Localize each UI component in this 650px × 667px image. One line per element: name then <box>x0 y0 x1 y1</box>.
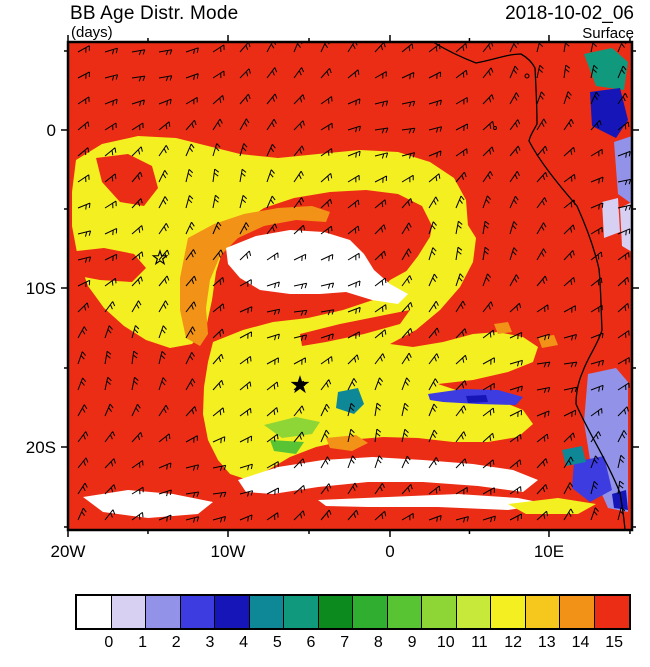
colorbar-label: 1 <box>138 634 147 651</box>
markers-layer <box>151 249 310 394</box>
colorbar-cell <box>318 596 353 628</box>
x-tick-label: 10E <box>534 542 564 561</box>
colorbar-cell <box>215 596 250 628</box>
colorbar-label: 8 <box>373 634 383 651</box>
map-plot: 20W 10W 0 10E 0 10S 20S <box>26 35 639 561</box>
regions-layer <box>68 48 632 518</box>
colorbar-cells <box>75 594 631 630</box>
plot-frame <box>66 40 634 532</box>
colorbar-cell <box>456 596 491 628</box>
colorbar-cell <box>284 596 319 628</box>
colorbar-label: 2 <box>171 634 181 651</box>
datetime-label: 2018-10-02_06 <box>505 3 634 24</box>
colorbar-cell <box>353 596 388 628</box>
colorbar-label: 15 <box>605 634 624 651</box>
colorbar-cell <box>525 596 560 628</box>
units-label: (days) <box>71 24 113 41</box>
colorbar-cell <box>77 596 112 628</box>
map-layers <box>68 42 632 530</box>
colorbar-label: 3 <box>205 634 215 651</box>
y-tick-label: 20S <box>26 438 56 457</box>
colorbar-label: 4 <box>239 634 249 651</box>
colorbar-label: 14 <box>571 634 590 651</box>
colorbar-cell <box>560 596 595 628</box>
colorbar-label: 0 <box>104 634 114 651</box>
colorbar-cell <box>146 596 181 628</box>
colorbar-cell <box>491 596 526 628</box>
page-title: BB Age Distr. Mode <box>70 3 239 24</box>
colorbar-label: 9 <box>407 634 417 651</box>
colorbar-cell <box>594 596 629 628</box>
level-label: Surface <box>582 25 634 42</box>
colorbar-labels: 0 1 2 3 4 5 6 7 8 9 10 11 12 13 14 15 <box>92 634 631 652</box>
y-tick-label: 0 <box>47 121 56 140</box>
colorbar-label: 7 <box>340 634 350 651</box>
colorbar-cell <box>422 596 457 628</box>
axis-ticks <box>61 35 639 537</box>
colorbar-label: 5 <box>272 634 282 651</box>
colorbar-label: 10 <box>436 634 455 651</box>
x-tick-label: 0 <box>385 542 394 561</box>
colorbar: 0 1 2 3 4 5 6 7 8 9 10 11 12 13 14 15 <box>75 594 631 652</box>
x-tick-label: 20W <box>51 542 86 561</box>
filled-star-marker <box>290 375 310 394</box>
colorbar-cell <box>249 596 284 628</box>
axis-labels: 20W 10W 0 10E 0 10S 20S <box>26 121 564 561</box>
y-tick-label: 10S <box>26 279 56 298</box>
colorbar-label: 13 <box>537 634 556 651</box>
colorbar-label: 12 <box>504 634 522 651</box>
coastline <box>432 42 626 530</box>
wind-barbs-layer <box>77 42 632 523</box>
colorbar-label: 11 <box>471 634 488 651</box>
open-star-marker <box>151 249 169 266</box>
colorbar-cell <box>111 596 146 628</box>
colorbar-cell <box>387 596 422 628</box>
colorbar-cell <box>180 596 215 628</box>
x-tick-label: 10W <box>211 542 246 561</box>
colorbar-label: 6 <box>306 634 316 651</box>
